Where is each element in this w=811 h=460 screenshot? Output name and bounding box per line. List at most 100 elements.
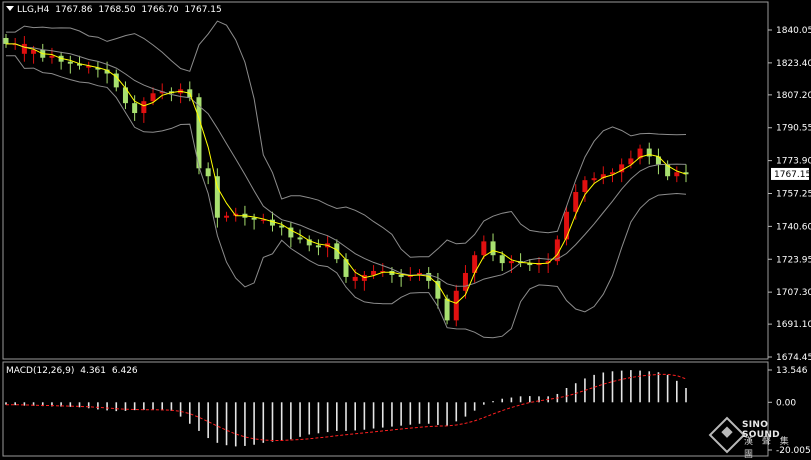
candle-body	[104, 69, 110, 74]
candle-body	[260, 219, 266, 221]
candle-body	[251, 217, 257, 220]
y-tick-label: 1790.55	[776, 124, 811, 134]
macd-tick-label: -20.005	[776, 446, 811, 456]
candle-body	[637, 148, 643, 159]
main-plot-frame	[2, 1, 769, 360]
candle-body	[380, 271, 386, 273]
y-tick-label: 1823.40	[776, 59, 811, 69]
macd-header: MACD(12,26,9) 4.361 6.426	[6, 366, 141, 376]
candle-body	[417, 272, 423, 275]
candle-body	[279, 225, 285, 228]
candle-body	[628, 158, 634, 165]
macd-value: 4.361	[80, 366, 106, 376]
candle-body	[12, 43, 18, 46]
bollinger-lower-line	[6, 55, 687, 339]
candle-body	[600, 174, 606, 179]
candle-body	[481, 241, 487, 256]
logo-diamond-icon	[708, 416, 746, 454]
macd-tick-label: 0.00	[776, 398, 796, 408]
logo-subtitle: 漢 聲 集 團	[744, 437, 792, 460]
candle-body	[591, 178, 597, 181]
main-chart-header: LLG,H4 1767.86 1768.50 1766.70 1767.15	[6, 5, 225, 15]
candle-body	[646, 148, 652, 157]
y-tick-label: 1807.20	[776, 91, 811, 101]
candle-body	[315, 245, 321, 248]
candle-body	[683, 172, 689, 175]
signal-value: 6.426	[111, 366, 138, 376]
y-tick-label: 1691.10	[776, 320, 811, 330]
candle-body	[233, 213, 239, 216]
candle-body	[334, 243, 340, 260]
y-tick-label: 1723.95	[776, 255, 811, 265]
candle-body	[545, 261, 551, 264]
macd-label: MACD(12,26,9)	[6, 366, 75, 376]
candle-body	[674, 172, 680, 177]
candle-body	[453, 290, 459, 321]
candle-body	[49, 55, 55, 58]
candle-body	[472, 255, 478, 273]
y-tick-label: 1740.60	[776, 222, 811, 232]
candle-body	[67, 61, 73, 64]
candle-body	[444, 298, 450, 321]
macd-signal-line	[6, 373, 687, 441]
candle-body	[113, 73, 119, 88]
candle-body	[609, 172, 615, 175]
candle-body	[159, 91, 165, 94]
candle-body	[224, 215, 230, 218]
candle-body	[297, 237, 303, 240]
bollinger-middle-line	[6, 43, 687, 287]
candle-body	[3, 37, 9, 44]
y-tick-label: 1707.30	[776, 288, 811, 298]
candle-body	[371, 271, 377, 275]
candle-body	[95, 67, 101, 70]
logo-brand: SINO SOUND	[742, 420, 780, 440]
candle-body	[665, 164, 671, 177]
y-tick-label: 1840.05	[776, 26, 811, 36]
bollinger-upper-line	[6, 20, 687, 258]
candle-body	[352, 276, 358, 281]
candle-body	[582, 180, 588, 193]
candle-body	[490, 241, 496, 256]
candle-body	[86, 65, 92, 68]
candle-body	[214, 176, 220, 218]
candle-body	[573, 192, 579, 212]
candle-body	[77, 63, 83, 66]
candle-body	[462, 272, 468, 291]
current-price-box	[771, 167, 809, 180]
candle-body	[288, 227, 294, 238]
current-price-label: 1767.15	[774, 170, 811, 180]
candle-body	[508, 261, 514, 264]
candle-body	[619, 164, 625, 173]
candle-body	[435, 280, 441, 299]
candle-body	[269, 219, 275, 226]
candle-body	[306, 239, 312, 246]
macd-plot-frame	[2, 361, 769, 457]
candle-body	[31, 49, 37, 54]
candle-body	[122, 87, 128, 104]
symbol-label: LLG,H4	[17, 5, 50, 15]
candle-body	[389, 271, 395, 275]
y-tick-label: 1674.45	[776, 353, 811, 363]
candle-body	[132, 103, 138, 114]
moving-average-line	[6, 43, 687, 304]
low-value: 1766.70	[141, 5, 179, 15]
candle-body	[398, 274, 404, 277]
close-value: 1767.15	[184, 5, 222, 15]
candle-body	[527, 263, 533, 266]
y-tick-label: 1757.25	[776, 190, 811, 200]
candle-body	[655, 156, 661, 165]
candle-body	[499, 255, 505, 264]
y-tick-label: 1773.90	[776, 157, 811, 167]
candle-body	[564, 211, 570, 240]
macd-tick-label: 13.546	[776, 366, 808, 376]
candle-body	[205, 168, 211, 177]
dropdown-triangle-icon[interactable]	[6, 6, 14, 11]
sino-sound-logo: SINO SOUND 漢 聲 集 團	[706, 416, 806, 460]
candle-body	[343, 259, 349, 277]
candle-body	[196, 97, 202, 169]
candle-body	[21, 43, 27, 54]
open-value: 1767.86	[55, 5, 93, 15]
candle-body	[141, 101, 147, 114]
high-value: 1768.50	[98, 5, 136, 15]
